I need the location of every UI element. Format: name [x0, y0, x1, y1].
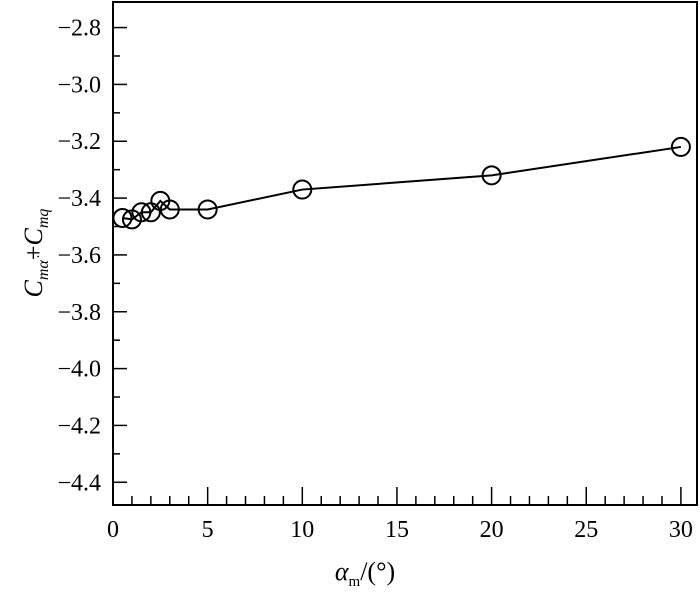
y-tick-label: −3.0: [57, 72, 101, 98]
axis-ticks: 0 5 10 15 20 25 30 −2.8 −3.0 −3.2 −3.4 −3.6 −3.8 −4.0…: [57, 16, 692, 543]
x-tick-label: 15: [385, 517, 409, 543]
y-tick-label: −3.8: [57, 300, 101, 326]
x-tick-label: 5: [202, 517, 214, 543]
series-line: [122, 145, 682, 221]
y-axis-label: Cmα̇+Cmq: [19, 209, 52, 298]
y-tick-label: −3.4: [57, 186, 101, 212]
data-point-marker: [670, 136, 691, 157]
data-point-marker: [131, 202, 152, 223]
x-tick-label: 10: [290, 517, 314, 543]
y-tick-label: −4.0: [57, 357, 101, 383]
x-tick-label: 30: [669, 517, 693, 543]
plot-frame: [112, 1, 698, 506]
x-tick-label: 20: [480, 517, 504, 543]
x-tick-label: 25: [574, 517, 598, 543]
y-tick-label: −2.8: [57, 16, 101, 42]
data-point-marker: [197, 199, 218, 220]
series-group: [112, 136, 691, 230]
y-tick-label: −4.2: [57, 413, 101, 439]
data-point-marker: [159, 199, 180, 220]
data-point-marker: [292, 179, 313, 200]
y-tick-label: −3.6: [57, 243, 101, 269]
y-tick-label: −4.4: [57, 470, 101, 496]
y-tick-label: −3.2: [57, 129, 101, 155]
x-tick-label: 0: [107, 517, 119, 543]
data-point-marker: [481, 165, 502, 186]
x-axis-label: αm/(°): [335, 557, 395, 590]
